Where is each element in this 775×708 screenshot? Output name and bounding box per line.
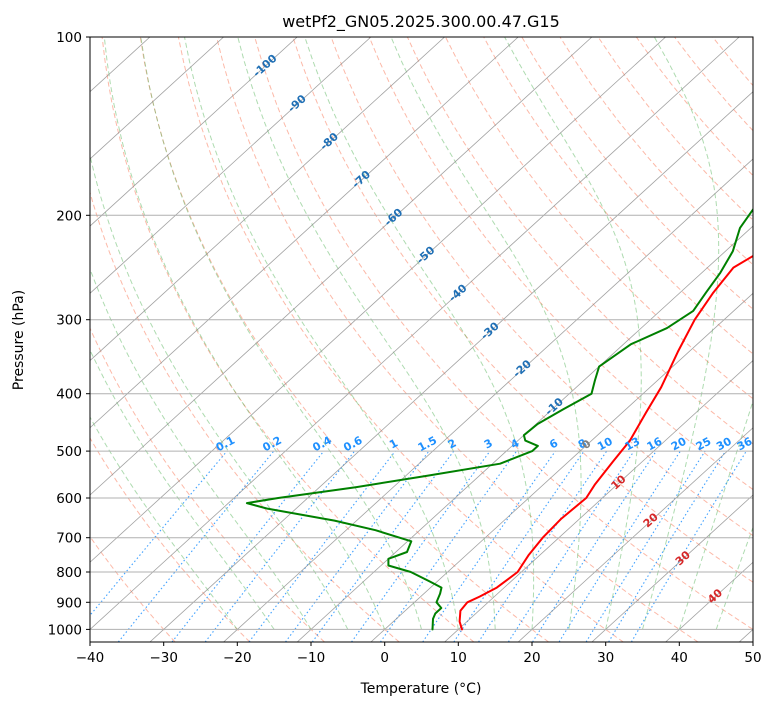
- dry-adiabat-line: [406, 37, 753, 445]
- y-tick-label: 300: [56, 313, 82, 329]
- mixing-ratio-line: [171, 450, 325, 642]
- isotherm-line: [90, 37, 445, 362]
- dry-adiabat-line: [90, 436, 251, 642]
- chart-title: wetPf2_GN05.2025.300.00.47.G15: [282, 12, 560, 32]
- mixing-ratio-line: [558, 450, 681, 642]
- moist-adiabat-line: [184, 37, 459, 630]
- y-tick-label: 600: [56, 491, 82, 507]
- y-tick-label: 200: [56, 208, 82, 224]
- x-axis-ticks: −40 −30 −20 −10 0 10 20 30 40 50: [76, 642, 762, 666]
- isotherm-line: [90, 37, 666, 563]
- mixing-ratio-label: 36: [735, 435, 755, 454]
- moist-adiabat-line: [678, 399, 753, 630]
- plot-area: 0.1 0.2 0.4 0.6 1 1.5 2 3 4 6 8 10 13 16 20 25 30 36-100-…: [90, 37, 755, 642]
- mixing-ratio-line: [478, 450, 608, 642]
- y-tick-label: 1000: [48, 622, 82, 638]
- isotherm-line: [223, 158, 753, 642]
- y-tick-label: 400: [56, 387, 82, 403]
- moist-adiabat-line: [90, 153, 349, 630]
- moist-adiabat-line: [304, 37, 535, 630]
- y-tick-label: 500: [56, 444, 82, 460]
- isotherm-line: [90, 37, 740, 630]
- isotherm-line: [90, 37, 519, 429]
- y-axis-ticks: 1000 900 800 700 600 500 400 300 200 100: [48, 30, 90, 638]
- isotherm-line: [90, 37, 372, 294]
- moist-adiabat-line: [90, 416, 238, 630]
- moist-adiabats: [90, 37, 753, 630]
- x-tick-label: 10: [450, 650, 467, 666]
- x-tick-label: −10: [297, 650, 326, 666]
- plot-frame: [89, 36, 754, 643]
- mixing-ratio-label: 10: [595, 435, 615, 454]
- moist-adiabat-line: [90, 267, 312, 630]
- mixing-ratio-line: [422, 450, 556, 642]
- mixing-ratio-line: [90, 450, 228, 617]
- moist-adiabat-line: [715, 526, 753, 630]
- y-tick-label: 100: [56, 30, 82, 46]
- isotherm-line: [149, 91, 753, 642]
- mixing-ratio-label: 16: [645, 435, 665, 454]
- mixing-ratio-line: [532, 450, 657, 642]
- moist-adiabat-line: [90, 348, 275, 630]
- mixing-ratio-line: [453, 450, 585, 642]
- x-tick-label: 0: [380, 650, 389, 666]
- mixing-ratio-line: [248, 450, 396, 642]
- isotherm-line: [517, 427, 753, 642]
- moist-adiabat-line: [103, 37, 386, 630]
- moist-adiabat-line: [140, 37, 422, 630]
- mixing-ratio-line: [507, 450, 635, 642]
- moist-adiabat-line: [237, 37, 496, 630]
- skewed-isotherms: [90, 37, 753, 642]
- isotherm-line: [591, 494, 753, 642]
- x-tick-label: −20: [223, 650, 252, 666]
- y-tick-label: 700: [56, 531, 82, 547]
- isotherm-line: [90, 37, 298, 227]
- isotherm-line: [90, 37, 593, 496]
- x-tick-label: 20: [523, 650, 540, 666]
- mixing-ratio-label: 13: [623, 435, 643, 454]
- mixing-ratio-label: 25: [694, 435, 714, 454]
- mixing-ratio-line: [285, 450, 430, 642]
- dewpoint-profile-line: [245, 207, 753, 631]
- x-tick-label: −30: [149, 650, 178, 666]
- dry-adiabat-line: [292, 37, 753, 583]
- moist-adiabat-line: [642, 37, 720, 630]
- temperature-profile-line: [458, 254, 753, 631]
- mixing-ratio-line: [117, 450, 275, 642]
- y-tick-label: 900: [56, 595, 82, 611]
- dry-adiabat-line: [483, 37, 753, 355]
- dry-adiabat-line: [368, 37, 753, 491]
- mixing-ratio-lines: [90, 450, 747, 642]
- dry-adiabat-line: [216, 37, 699, 642]
- profile-series: [245, 207, 753, 631]
- x-axis-label: Temperature (°C): [360, 681, 482, 697]
- mixing-ratio-line: [311, 450, 455, 642]
- dry-adiabat-line: [177, 37, 624, 642]
- dry-adiabat-line: [254, 37, 753, 630]
- x-tick-label: 30: [597, 650, 614, 666]
- x-tick-label: −40: [76, 650, 105, 666]
- isotherm-line: [370, 292, 753, 642]
- dry-adiabat-line: [139, 37, 549, 642]
- y-axis-label: Pressure (hPa): [11, 290, 27, 390]
- pressure-gridlines: [90, 37, 753, 630]
- mixing-ratio-label: 20: [669, 435, 689, 454]
- isotherm-line: [444, 360, 753, 642]
- mixing-ratio-label: 30: [714, 435, 734, 454]
- y-tick-label: 800: [56, 565, 82, 581]
- mixing-ratio-line: [608, 450, 727, 642]
- x-tick-label: 50: [744, 650, 761, 666]
- dry-adiabat-line: [101, 37, 475, 642]
- moist-adiabat-line: [390, 37, 582, 630]
- mixing-ratio-line: [351, 450, 491, 642]
- isotherm-line: [90, 37, 224, 160]
- x-tick-label: 40: [671, 650, 688, 666]
